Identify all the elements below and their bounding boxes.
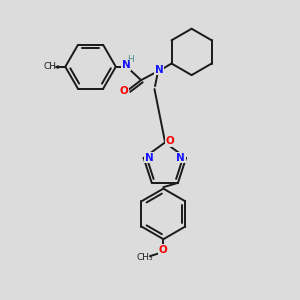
Text: N: N: [154, 65, 163, 75]
Text: H: H: [127, 55, 134, 64]
Text: N: N: [145, 153, 153, 163]
Text: CH₃: CH₃: [44, 62, 60, 71]
Text: CH₃: CH₃: [136, 254, 153, 262]
Text: O: O: [120, 86, 128, 96]
Text: O: O: [166, 136, 175, 146]
Text: O: O: [159, 244, 168, 255]
Text: N: N: [176, 153, 185, 163]
Text: N: N: [122, 60, 130, 70]
